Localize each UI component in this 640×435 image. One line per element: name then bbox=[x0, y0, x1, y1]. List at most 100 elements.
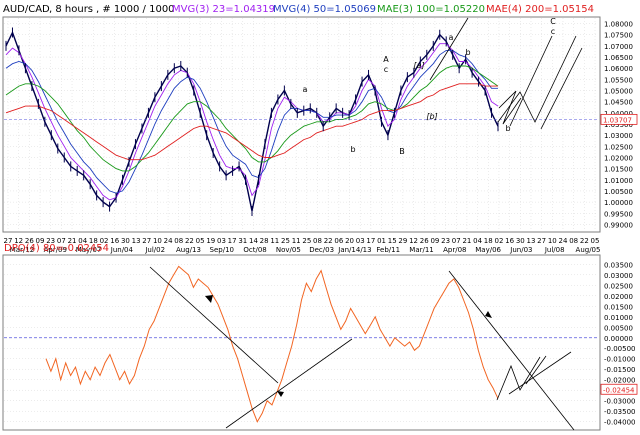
dpo-panel-frame bbox=[2, 254, 601, 431]
wave-label: b bbox=[465, 48, 470, 57]
price-panel-frame bbox=[2, 16, 601, 233]
price-month-label: Aug/05 bbox=[576, 246, 601, 254]
mvg50-line bbox=[5, 49, 498, 194]
price-month-label: May/07 bbox=[76, 246, 102, 254]
price-month-label: Oct/08 bbox=[243, 246, 266, 254]
wave-label: b bbox=[350, 145, 355, 154]
price-y-tick-label: 1.06500 bbox=[604, 54, 633, 62]
dpo-y-axis: 0.03500 0.03000 0.02500 0.02000 0.01500 0.010… bbox=[604, 261, 635, 426]
price-x-tick-label: 06 bbox=[334, 237, 343, 245]
price-y-tick-label: 1.03500 bbox=[604, 121, 633, 129]
price-month-label: Jul/08 bbox=[544, 246, 565, 254]
price-y-tick-label: 1.02500 bbox=[604, 143, 633, 151]
price-y-tick-label: 1.06000 bbox=[604, 65, 633, 73]
price-month-label: Feb/11 bbox=[376, 246, 400, 254]
dpo-y-tick-label: 0.02000 bbox=[604, 293, 633, 301]
price-x-tick-label: 19 bbox=[206, 237, 215, 245]
price-x-tick-label: 26 bbox=[25, 237, 34, 245]
price-x-tick-label: 24 bbox=[559, 237, 568, 245]
trendline-arrowhead bbox=[485, 311, 492, 318]
price-x-tick-label: 25 bbox=[281, 237, 290, 245]
dpo-series-group: -0.02454 bbox=[45, 265, 638, 423]
projection-line bbox=[497, 35, 577, 123]
dpo-panel: 0.03500 0.03000 0.02500 0.02000 0.01500 0.010… bbox=[2, 243, 638, 431]
price-y-tick-label: 1.00000 bbox=[604, 199, 633, 207]
trendline-arrowhead bbox=[205, 295, 213, 303]
price-y-tick-label: 1.04000 bbox=[604, 110, 633, 118]
price-month-label: Mar/11 bbox=[409, 246, 433, 254]
price-month-label: Apr/09 bbox=[44, 246, 67, 254]
bars-label: , # 1000 / 1000 bbox=[96, 4, 175, 15]
dpo-y-tick-label: -0.03000 bbox=[604, 398, 635, 406]
price-x-tick-label: 26 bbox=[420, 237, 429, 245]
price-y-tick-label: 1.07000 bbox=[604, 43, 633, 51]
price-x-tick-label: 11 bbox=[270, 237, 279, 245]
price-x-axis: 27 12 26 09 23 07 21 04 18 02 16 30 13 27 10 24 08 22 05 19… bbox=[4, 237, 601, 254]
price-x-tick-label: 30 bbox=[516, 237, 525, 245]
price-x-tick-label: 02 bbox=[494, 237, 503, 245]
price-x-tick-label: 07 bbox=[452, 237, 461, 245]
price-x-tick-label: 04 bbox=[473, 237, 482, 245]
price-month-label: Jul/02 bbox=[144, 246, 165, 254]
price-month-label: Jun/04 bbox=[110, 246, 134, 254]
price-x-tick-label: 12 bbox=[14, 237, 23, 245]
interval-label: , 8 hours bbox=[49, 4, 93, 15]
dpo-y-tick-label: -0.03500 bbox=[604, 408, 635, 416]
indicator-mvg23-label: MVG(3) 23=1.04319 bbox=[172, 4, 275, 15]
indicator-mvg50-label: MVG(4) 50=1.05069 bbox=[273, 4, 376, 15]
mvg23-line bbox=[5, 43, 499, 201]
price-x-tick-label: 18 bbox=[89, 237, 98, 245]
price-x-tick-label: 09 bbox=[430, 237, 439, 245]
price-y-axis: 1.08000 1.07500 1.07000 1.06500 1.06000 1.055… bbox=[604, 21, 633, 230]
price-y-tick-label: 1.02000 bbox=[604, 154, 633, 162]
projection-line bbox=[540, 47, 583, 130]
price-y-tick-label: 0.99500 bbox=[604, 210, 633, 218]
current-price-box bbox=[600, 113, 638, 125]
dpo-trendline bbox=[448, 270, 575, 431]
dpo-y-tick-label: 0.00500 bbox=[604, 324, 633, 332]
price-x-tick-label: 14 bbox=[249, 237, 258, 245]
price-x-tick-label: 01 bbox=[377, 237, 386, 245]
price-x-tick-label: 02 bbox=[100, 237, 109, 245]
price-y-tick-label: 1.08000 bbox=[604, 21, 633, 29]
dpo-y-tick-label: 0.01000 bbox=[604, 314, 633, 322]
wave-label: A bbox=[383, 55, 389, 64]
dpo-y-tick-label: -0.01000 bbox=[604, 356, 635, 364]
price-x-tick-label: 16 bbox=[110, 237, 119, 245]
price-x-tick-label: 27 bbox=[4, 237, 13, 245]
price-header: AUD/CAD , 8 hours , # 1000 / 1000 MVG(3)… bbox=[3, 4, 594, 15]
dpo-y-tick-label: -0.00500 bbox=[604, 345, 635, 353]
price-y-tick-label: 1.01500 bbox=[604, 166, 633, 174]
dpo-trendline bbox=[225, 338, 353, 429]
price-x-tick-label: 17 bbox=[228, 237, 237, 245]
price-x-tick-label: 18 bbox=[484, 237, 493, 245]
price-y-tick-label: 1.04500 bbox=[604, 99, 633, 107]
price-x-tick-label: 20 bbox=[345, 237, 354, 245]
price-x-tick-label: 12 bbox=[409, 237, 418, 245]
mae100-line bbox=[5, 65, 499, 172]
projection-line bbox=[498, 90, 522, 125]
current-dpo-box bbox=[600, 383, 638, 395]
price-month-label: Nov/05 bbox=[276, 246, 301, 254]
wave-label: [a] bbox=[413, 61, 424, 70]
dpo-y-tick-label: 0.03500 bbox=[604, 261, 633, 269]
wave-label: a bbox=[449, 33, 454, 42]
price-x-tick-label: 10 bbox=[548, 237, 557, 245]
price-x-tick-label: 25 bbox=[302, 237, 311, 245]
price-panel: 1.08000 1.07500 1.07000 1.06500 1.06000 1.055… bbox=[2, 16, 638, 254]
price-y-tick-label: 1.00500 bbox=[604, 188, 633, 196]
price-x-tick-label: 16 bbox=[505, 237, 514, 245]
wave-label: a bbox=[303, 85, 308, 94]
wave-label: c bbox=[551, 27, 555, 36]
price-x-tick-label: 29 bbox=[398, 237, 407, 245]
price-x-tick-label: 09 bbox=[36, 237, 45, 245]
price-x-tick-label: 08 bbox=[174, 237, 183, 245]
projection-line bbox=[509, 35, 553, 127]
wave-label: b bbox=[505, 124, 510, 133]
price-x-tick-label: 03 bbox=[217, 237, 226, 245]
price-x-tick-label: 30 bbox=[121, 237, 130, 245]
dpo-y-tick-label: 0.02500 bbox=[604, 282, 633, 290]
price-x-tick-label: 13 bbox=[527, 237, 536, 245]
price-x-tick-label: 17 bbox=[366, 237, 375, 245]
